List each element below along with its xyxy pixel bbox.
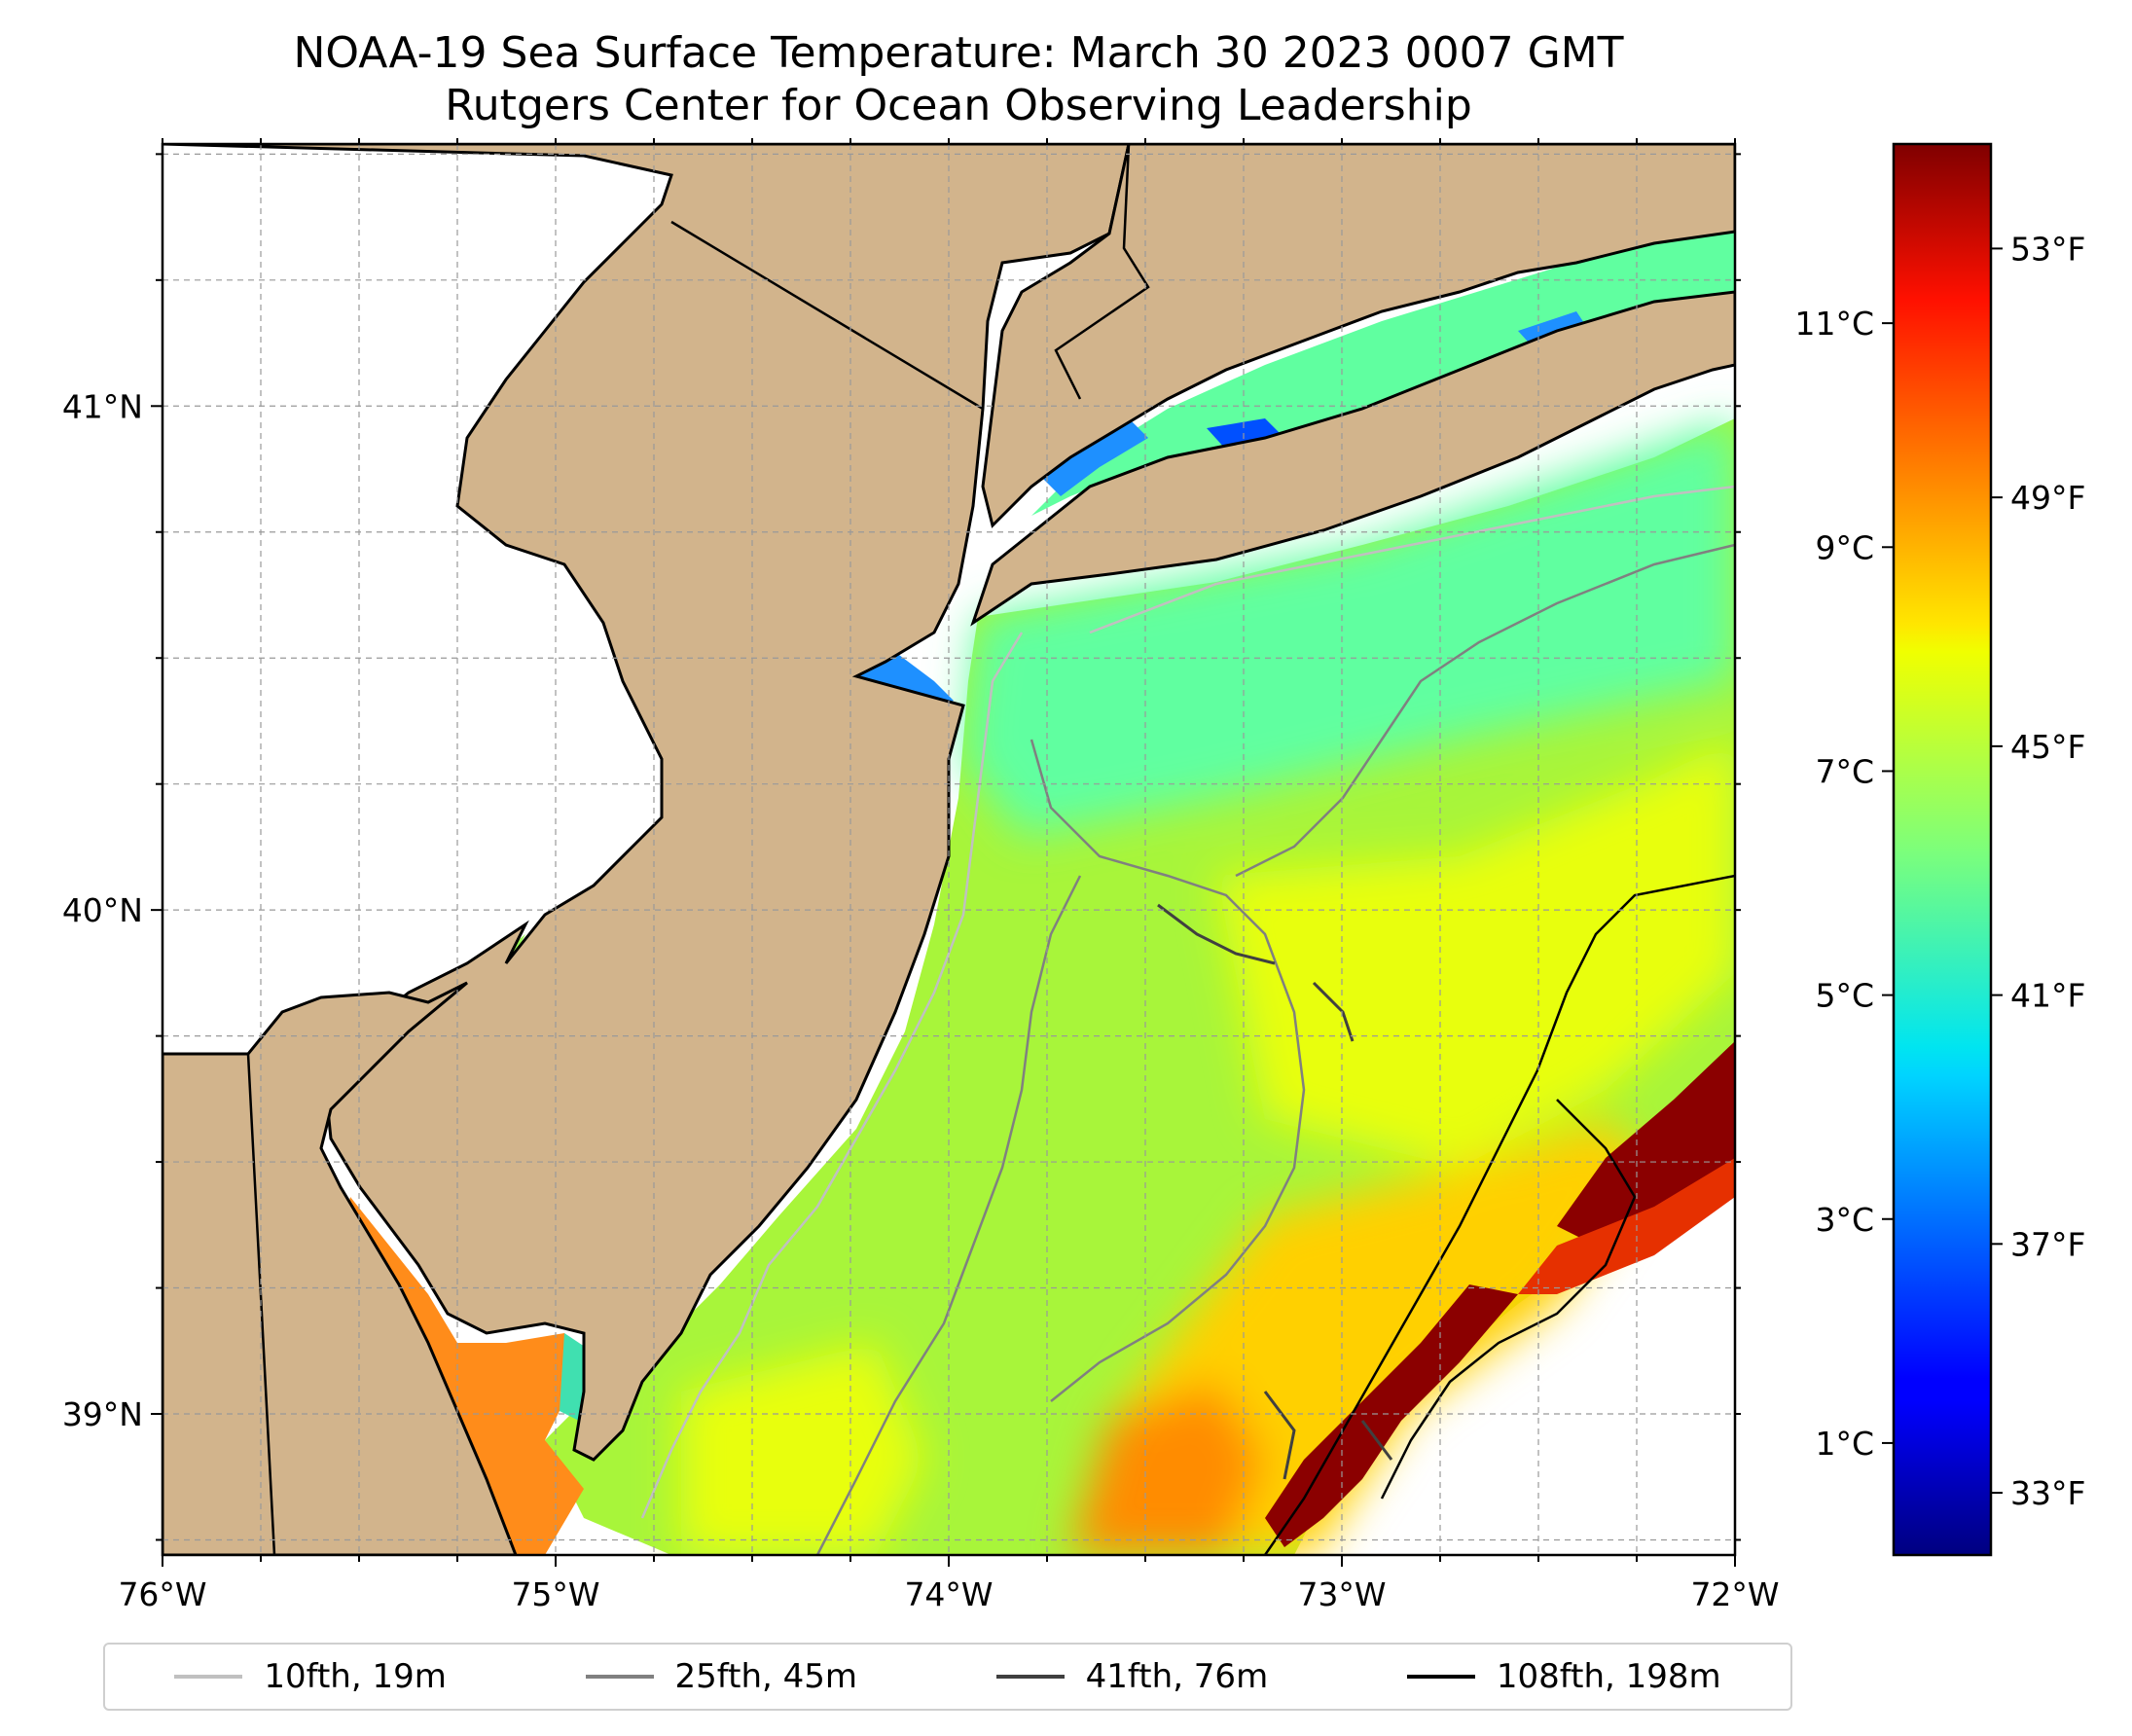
colorbar-celsius-label: 5°C <box>1815 977 1874 1015</box>
sst-warm-gulfstream-1 <box>1557 1041 1735 1246</box>
legend-item: 25fth, 45m <box>585 1657 858 1696</box>
state-boundaries <box>163 144 1150 1555</box>
contour-108fth <box>1263 874 1735 1555</box>
chart-title: NOAA-19 Sea Surface Temperature: March 3… <box>0 27 1917 132</box>
legend-label: 25fth, 45m <box>674 1657 858 1696</box>
legend-item: 108fth, 198m <box>1406 1657 1721 1696</box>
legend-item: 41fth, 76m <box>995 1657 1269 1696</box>
colorbar-fahrenheit-label: 45°F <box>2010 728 2085 766</box>
boundary-ny-ct <box>1054 144 1150 400</box>
contour-25fth <box>815 875 1082 1555</box>
contour-25fth-c <box>1235 543 1735 878</box>
contour-25fth-b <box>1030 739 1306 1402</box>
land-new-jersey-pennsylvania <box>163 144 1131 1462</box>
colorbar-celsius-label: 7°C <box>1815 752 1874 790</box>
contour-41fth <box>1157 903 1355 1042</box>
contour-41fth-b <box>1263 1391 1393 1480</box>
colorbar-fahrenheit-label: 49°F <box>2010 479 2085 517</box>
colorbar-celsius-label: 11°C <box>1794 305 1874 343</box>
lat-tick-label: 39°N <box>62 1395 143 1433</box>
colorbar-celsius-label: 9°C <box>1815 528 1874 566</box>
legend-label: 10fth, 19m <box>264 1657 447 1696</box>
boundary-pa-de <box>163 1052 276 1555</box>
contour-10fth <box>640 632 1024 1519</box>
colorbar-celsius-label: 1°C <box>1815 1425 1874 1463</box>
legend-line-swatch <box>174 1675 243 1679</box>
map-axis-ticks: 76°W 75°W 74°W 73°W 72°W 41°N 40°N 39°N <box>62 138 1780 1613</box>
lat-tick-label: 40°N <box>62 891 143 929</box>
sst-gradient-blobs <box>681 418 1735 1555</box>
land-new-york-connecticut <box>981 144 1735 528</box>
gridlines <box>163 144 1735 1555</box>
sst-delaware-bay <box>341 1197 594 1555</box>
sst-field <box>336 232 1735 1555</box>
lon-tick-label: 72°W <box>1690 1575 1779 1613</box>
legend-label: 41fth, 76m <box>1085 1657 1269 1696</box>
sst-warm-band <box>1518 1158 1735 1294</box>
sst-warm-gulfstream-2 <box>1265 1284 1518 1547</box>
colorbar-fahrenheit-label: 41°F <box>2010 977 2085 1015</box>
colorbar-ticks: 1°C 3°C 5°C 7°C 9°C 11°C 33°F 37°F 41°F 45°F 49°F 5… <box>1794 230 2085 1512</box>
colorbar-fahrenheit-label: 53°F <box>2010 230 2085 268</box>
colorbar-fahrenheit-label: 37°F <box>2010 1225 2085 1263</box>
legend-label: 108fth, 198m <box>1496 1657 1721 1696</box>
title-line-1: NOAA-19 Sea Surface Temperature: March 3… <box>293 28 1624 78</box>
colorbar-gradient <box>1892 142 1993 1557</box>
lat-tick-label: 41°N <box>62 387 143 425</box>
legend-line-swatch <box>995 1675 1065 1679</box>
lon-tick-label: 73°W <box>1297 1575 1386 1613</box>
land-long-island <box>970 290 1735 627</box>
lon-tick-label: 75°W <box>511 1575 599 1613</box>
sst-long-island-sound <box>1031 232 1735 516</box>
colorbar: 1°C 3°C 5°C 7°C 9°C 11°C 33°F 37°F 41°F 45°F 49°F 5… <box>1794 142 2085 1557</box>
colorbar-celsius-label: 3°C <box>1815 1201 1874 1239</box>
legend-line-swatch <box>1406 1675 1475 1679</box>
lon-tick-label: 76°W <box>118 1575 206 1613</box>
legend-item: 10fth, 19m <box>174 1657 447 1696</box>
title-line-2: Rutgers Center for Ocean Observing Leade… <box>445 81 1472 130</box>
bathymetry-contours <box>640 485 1735 1555</box>
contour-108fth-b <box>1380 1099 1637 1500</box>
colorbar-fahrenheit-label: 33°F <box>2010 1474 2085 1512</box>
bathymetry-legend: 10fth, 19m 25fth, 45m 41fth, 76m 108fth, 19… <box>103 1643 1792 1711</box>
lon-tick-label: 74°W <box>904 1575 993 1613</box>
sst-sound-cold-patch <box>1041 418 1148 496</box>
contour-10fth-north <box>1089 485 1735 634</box>
legend-line-swatch <box>585 1675 654 1679</box>
boundary-nj-ny <box>670 220 984 411</box>
